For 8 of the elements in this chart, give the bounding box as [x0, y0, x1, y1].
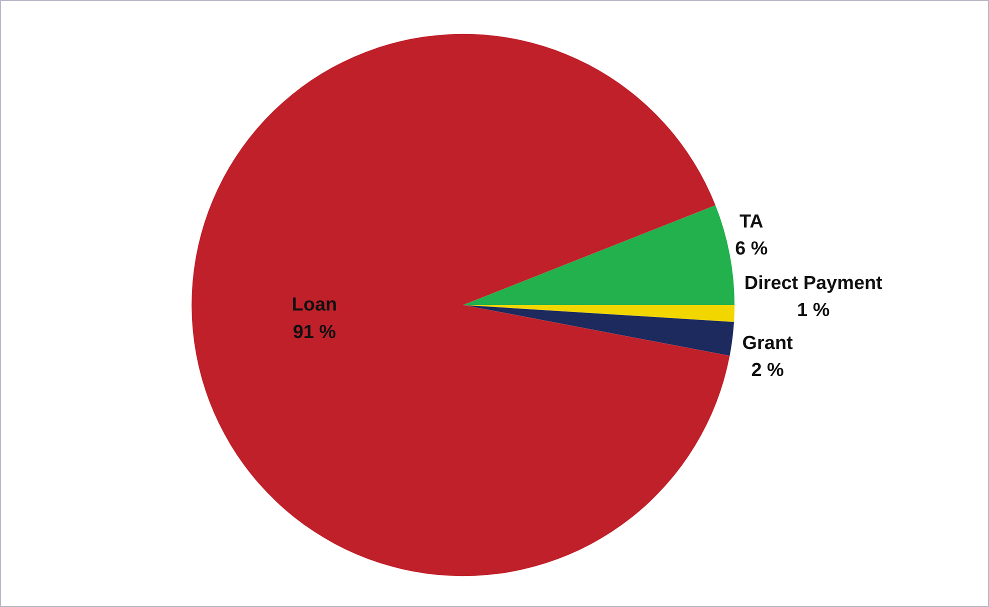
- slice-label: TA: [740, 212, 764, 233]
- data-label: 2 %: [751, 360, 784, 381]
- slice-label: Direct Payment: [744, 273, 884, 294]
- data-label: 6 %: [735, 238, 768, 260]
- slice-label: Grant: [742, 332, 794, 354]
- data-label: 91 %: [292, 322, 336, 344]
- data-label: 1 %: [797, 300, 830, 322]
- slice-label: Loan: [292, 294, 338, 316]
